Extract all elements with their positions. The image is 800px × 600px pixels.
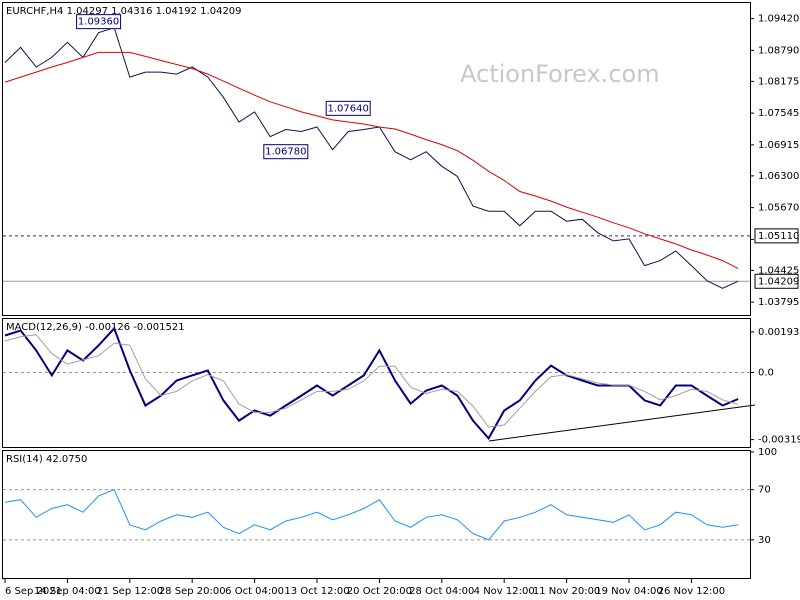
y-tick-label: 1.08790 — [758, 45, 799, 56]
series-line — [4, 51, 739, 270]
x-tick-label: 6 Sep 2021 — [5, 586, 62, 597]
level-box — [754, 273, 799, 289]
x-tick-label: 4 Nov 12:00 — [474, 586, 535, 597]
x-tick-label: 13 Oct 12:00 — [284, 586, 349, 597]
annotation-label: 1.09360 — [78, 17, 119, 28]
macd-panel — [2, 318, 751, 448]
series-line — [4, 488, 739, 541]
y-tick-label: 1.05670 — [758, 203, 799, 214]
watermark: ActionForex.com — [460, 60, 660, 88]
x-tick-label: 14 Sep 04:00 — [34, 586, 101, 597]
x-tick-label: 11 Nov 20:00 — [533, 586, 600, 597]
x-tick-label: 28 Oct 04:00 — [409, 586, 474, 597]
x-tick-label: 26 Nov 12:00 — [658, 586, 725, 597]
y-tick-label: 1.03795 — [758, 297, 799, 308]
level-box — [754, 228, 799, 244]
annotation-box — [263, 144, 309, 160]
rsi-panel — [2, 450, 751, 579]
annotation-box — [76, 14, 122, 30]
x-tick-label: 21 Sep 12:00 — [96, 586, 163, 597]
annotation-box — [325, 100, 371, 116]
y-tick-label: 30 — [758, 535, 771, 546]
x-tick-label: 19 Nov 04:00 — [595, 586, 662, 597]
series-line — [4, 334, 739, 428]
annotation-label: 1.07640 — [328, 103, 369, 114]
series-line — [4, 27, 739, 289]
x-tick-label: 6 Oct 04:00 — [225, 586, 284, 597]
y-tick-label: 0.00193 — [758, 327, 799, 338]
y-tick-label: 1.09420 — [758, 14, 799, 25]
trend-line — [488, 404, 756, 442]
chart-title: EURCHF,H4 1.04297 1.04316 1.04192 1.0420… — [6, 6, 242, 17]
y-tick-label: 1.08175 — [758, 76, 799, 87]
level-label: 1.05110 — [758, 231, 799, 242]
y-tick-label: 1.07545 — [758, 108, 799, 119]
price-panel — [2, 2, 751, 316]
y-tick-label: 1.04425 — [758, 265, 799, 276]
rsi-title: RSI(14) 42.0750 — [6, 454, 87, 465]
y-tick-label: 0.0 — [758, 368, 774, 379]
macd-title: MACD(12,26,9) -0.00126 -0.001521 — [6, 322, 185, 333]
y-tick-label: 1.06915 — [758, 140, 799, 151]
y-tick-label: 1.06300 — [758, 171, 799, 182]
annotation-label: 1.06780 — [265, 147, 306, 158]
x-tick-label: 28 Sep 20:00 — [159, 586, 226, 597]
level-label: 1.04209 — [758, 276, 799, 287]
y-tick-label: 70 — [758, 485, 771, 496]
x-tick-label: 20 Oct 20:00 — [347, 586, 412, 597]
y-tick-label: -0.003195 — [758, 435, 800, 446]
y-tick-label: 100 — [758, 447, 777, 458]
